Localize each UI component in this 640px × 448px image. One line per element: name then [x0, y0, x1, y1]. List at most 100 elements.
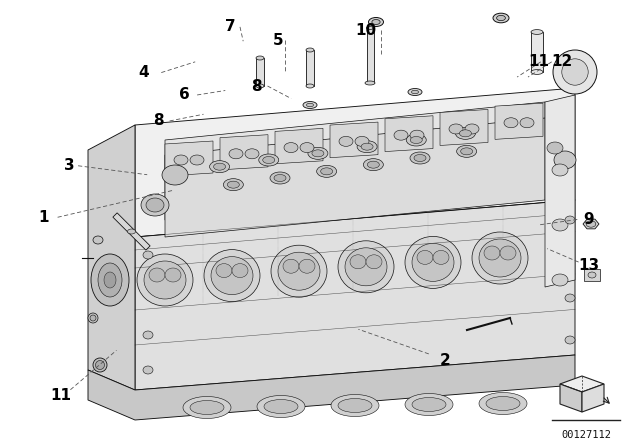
- Text: 8: 8: [251, 78, 261, 94]
- Ellipse shape: [256, 84, 264, 88]
- Ellipse shape: [372, 20, 380, 25]
- Ellipse shape: [303, 102, 317, 108]
- Text: 13: 13: [578, 258, 600, 273]
- Text: 1: 1: [38, 210, 49, 225]
- Ellipse shape: [412, 243, 454, 281]
- Bar: [367, 28, 374, 83]
- Polygon shape: [165, 118, 545, 237]
- Ellipse shape: [408, 89, 422, 95]
- Ellipse shape: [143, 331, 153, 339]
- Ellipse shape: [410, 152, 430, 164]
- Polygon shape: [275, 129, 323, 164]
- Ellipse shape: [204, 250, 260, 302]
- Ellipse shape: [216, 263, 232, 278]
- Ellipse shape: [165, 268, 181, 282]
- Ellipse shape: [88, 313, 98, 323]
- Polygon shape: [220, 135, 268, 170]
- Ellipse shape: [406, 134, 426, 146]
- Ellipse shape: [520, 118, 534, 128]
- Ellipse shape: [355, 136, 369, 146]
- Ellipse shape: [256, 56, 264, 60]
- Ellipse shape: [588, 272, 596, 278]
- Text: 10: 10: [355, 23, 377, 38]
- Ellipse shape: [270, 172, 290, 184]
- Ellipse shape: [405, 393, 453, 415]
- Ellipse shape: [214, 163, 225, 170]
- Ellipse shape: [562, 59, 588, 85]
- Ellipse shape: [308, 147, 328, 159]
- Ellipse shape: [91, 254, 129, 306]
- Text: 6: 6: [179, 87, 189, 103]
- Ellipse shape: [307, 103, 314, 107]
- Ellipse shape: [306, 48, 314, 52]
- Ellipse shape: [410, 137, 422, 143]
- Ellipse shape: [479, 392, 527, 414]
- Ellipse shape: [321, 168, 333, 175]
- Ellipse shape: [486, 396, 520, 410]
- Ellipse shape: [357, 141, 377, 153]
- Polygon shape: [165, 102, 545, 220]
- Bar: [531, 32, 543, 72]
- Ellipse shape: [350, 255, 366, 269]
- Ellipse shape: [364, 159, 383, 171]
- Ellipse shape: [146, 198, 164, 212]
- Ellipse shape: [500, 246, 516, 260]
- Ellipse shape: [211, 257, 253, 295]
- Text: 11: 11: [51, 388, 71, 403]
- Polygon shape: [135, 88, 575, 237]
- Ellipse shape: [552, 274, 568, 286]
- Ellipse shape: [554, 151, 576, 169]
- Ellipse shape: [174, 155, 188, 165]
- Polygon shape: [582, 384, 604, 412]
- Ellipse shape: [306, 84, 314, 88]
- Ellipse shape: [565, 216, 575, 224]
- Ellipse shape: [531, 30, 543, 34]
- Text: 12: 12: [551, 54, 573, 69]
- Ellipse shape: [278, 252, 320, 290]
- Polygon shape: [440, 109, 488, 146]
- Ellipse shape: [366, 255, 382, 269]
- Ellipse shape: [257, 396, 305, 418]
- Ellipse shape: [367, 26, 374, 30]
- Ellipse shape: [144, 261, 186, 299]
- Ellipse shape: [317, 165, 337, 177]
- Ellipse shape: [552, 219, 568, 231]
- Ellipse shape: [137, 254, 193, 306]
- Text: 5: 5: [273, 33, 284, 48]
- Ellipse shape: [412, 397, 446, 412]
- Ellipse shape: [338, 399, 372, 413]
- Ellipse shape: [90, 315, 96, 321]
- Ellipse shape: [412, 90, 419, 94]
- Text: 11: 11: [529, 54, 549, 69]
- Ellipse shape: [283, 259, 299, 273]
- Ellipse shape: [586, 221, 596, 227]
- Ellipse shape: [229, 149, 243, 159]
- Ellipse shape: [504, 118, 518, 128]
- Ellipse shape: [365, 81, 375, 85]
- Ellipse shape: [433, 250, 449, 264]
- Ellipse shape: [369, 17, 383, 26]
- Bar: [584, 269, 600, 281]
- Ellipse shape: [98, 263, 122, 297]
- Polygon shape: [583, 219, 599, 229]
- Ellipse shape: [143, 251, 153, 259]
- Ellipse shape: [565, 336, 575, 344]
- Bar: [306, 50, 314, 86]
- Ellipse shape: [497, 15, 506, 21]
- Polygon shape: [495, 103, 543, 139]
- Ellipse shape: [553, 50, 597, 94]
- Ellipse shape: [190, 155, 204, 165]
- Ellipse shape: [547, 142, 563, 154]
- Ellipse shape: [245, 149, 259, 159]
- Polygon shape: [135, 200, 575, 390]
- Ellipse shape: [227, 181, 239, 188]
- Ellipse shape: [456, 127, 476, 139]
- Ellipse shape: [299, 259, 315, 273]
- Ellipse shape: [127, 229, 136, 234]
- Text: 8: 8: [154, 113, 164, 129]
- Ellipse shape: [93, 236, 103, 244]
- Ellipse shape: [339, 136, 353, 146]
- Ellipse shape: [457, 145, 477, 157]
- Polygon shape: [545, 95, 575, 287]
- Ellipse shape: [162, 165, 188, 185]
